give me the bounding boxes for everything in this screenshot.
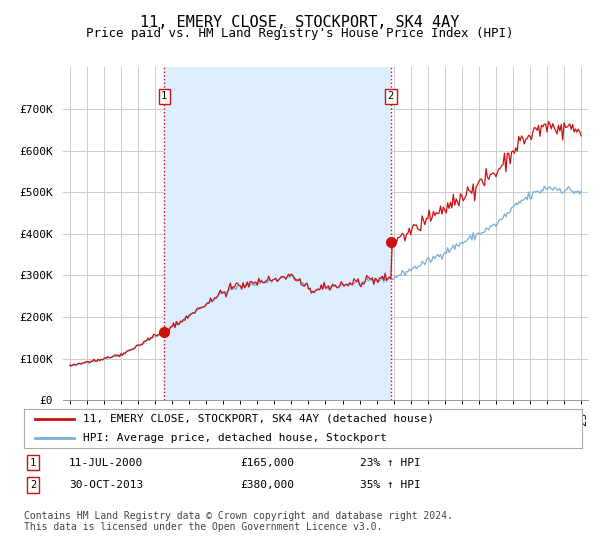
Text: 11, EMERY CLOSE, STOCKPORT, SK4 4AY: 11, EMERY CLOSE, STOCKPORT, SK4 4AY <box>140 15 460 30</box>
Text: 11-JUL-2000: 11-JUL-2000 <box>69 458 143 468</box>
Bar <box>164 67 391 400</box>
Text: 1: 1 <box>161 91 167 101</box>
Text: 2: 2 <box>30 480 36 490</box>
Text: 11, EMERY CLOSE, STOCKPORT, SK4 4AY (detached house): 11, EMERY CLOSE, STOCKPORT, SK4 4AY (det… <box>83 414 434 423</box>
Text: 1: 1 <box>30 458 36 468</box>
Text: 23% ↑ HPI: 23% ↑ HPI <box>360 458 421 468</box>
Text: 2: 2 <box>388 91 394 101</box>
Text: 35% ↑ HPI: 35% ↑ HPI <box>360 480 421 490</box>
Text: 30-OCT-2013: 30-OCT-2013 <box>69 480 143 490</box>
Text: £165,000: £165,000 <box>240 458 294 468</box>
Text: Contains HM Land Registry data © Crown copyright and database right 2024.
This d: Contains HM Land Registry data © Crown c… <box>24 511 453 533</box>
Text: £380,000: £380,000 <box>240 480 294 490</box>
Text: HPI: Average price, detached house, Stockport: HPI: Average price, detached house, Stoc… <box>83 433 386 443</box>
Text: Price paid vs. HM Land Registry's House Price Index (HPI): Price paid vs. HM Land Registry's House … <box>86 27 514 40</box>
